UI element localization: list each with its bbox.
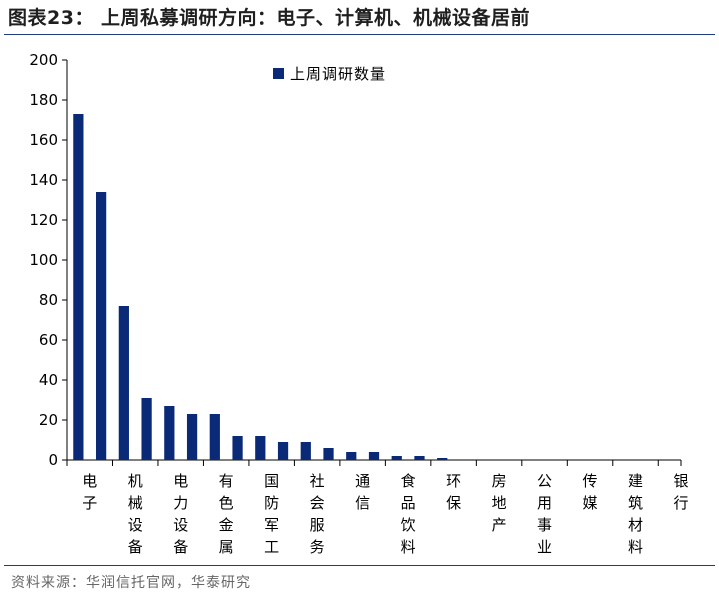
y-tick-label: 200 <box>29 51 58 69</box>
legend-label: 上周调研数量 <box>290 65 386 83</box>
x-tick-label: 机械设备 <box>128 472 143 556</box>
bar <box>209 414 220 460</box>
legend-swatch <box>273 68 284 79</box>
x-tick-label: 公用事业 <box>537 472 552 556</box>
bar <box>414 456 425 460</box>
y-tick-label: 60 <box>39 331 58 349</box>
bar <box>255 436 266 460</box>
y-tick-label: 160 <box>29 131 58 149</box>
x-tick-label: 国防军工 <box>264 472 279 556</box>
x-tick-labels: 电子 机械设备 电力设备 有色金属 国防军工 社会服务 通信 食品饮料 环保 房地产 公用事业 传媒建… <box>82 472 688 556</box>
y-tick-label: 80 <box>39 291 58 309</box>
x-tick-label: 传媒 <box>583 472 598 512</box>
y-tick-label: 100 <box>29 251 58 269</box>
bar <box>73 114 84 460</box>
x-tick-label: 电子 <box>82 472 97 512</box>
legend: 上周调研数量 <box>273 65 386 83</box>
bar <box>346 452 357 460</box>
y-tick-label: 20 <box>39 411 58 429</box>
bar <box>232 436 243 460</box>
x-tick-label: 有色金属 <box>219 472 234 556</box>
x-tick-label: 社会服务 <box>310 472 325 556</box>
y-tick-label: 0 <box>48 451 58 469</box>
figure-title: 图表23： 上周私募调研方向：电子、计算机、机械设备居前 <box>8 7 531 29</box>
source-note: 资料来源：华润信托官网，华泰研究 <box>11 575 251 591</box>
bar-chart: 上周调研数量 0 20 40 60 80 100 120 140 160 180 200 电子 机械设… <box>29 51 688 556</box>
x-tick-label: 环保 <box>446 472 461 512</box>
bar <box>164 406 175 460</box>
x-tick-label: 食品饮料 <box>401 472 416 556</box>
title-divider <box>4 34 715 35</box>
bar <box>277 442 289 460</box>
bars <box>73 114 448 460</box>
source-divider <box>4 565 715 566</box>
bar <box>323 448 334 460</box>
x-tick-label: 建筑材料 <box>628 472 643 556</box>
bar <box>368 452 380 460</box>
y-tick-label: 180 <box>29 91 58 109</box>
y-tick-label: 120 <box>29 211 58 229</box>
x-tick-label: 银行 <box>673 472 688 512</box>
bar <box>300 442 311 460</box>
y-tick-labels: 0 20 40 60 80 100 120 140 160 180 200 <box>29 51 58 469</box>
x-tick-label: 电力设备 <box>173 472 188 556</box>
y-tick-label: 140 <box>29 171 58 189</box>
y-tick-label: 40 <box>39 371 58 389</box>
axes <box>62 59 682 466</box>
x-tick-label: 房地产 <box>492 472 507 534</box>
bar <box>141 398 152 460</box>
x-tick-label: 通信 <box>355 472 370 512</box>
bar <box>391 456 402 460</box>
bar <box>118 306 129 460</box>
bar <box>437 458 448 460</box>
bar <box>95 192 107 460</box>
bar <box>186 414 198 460</box>
